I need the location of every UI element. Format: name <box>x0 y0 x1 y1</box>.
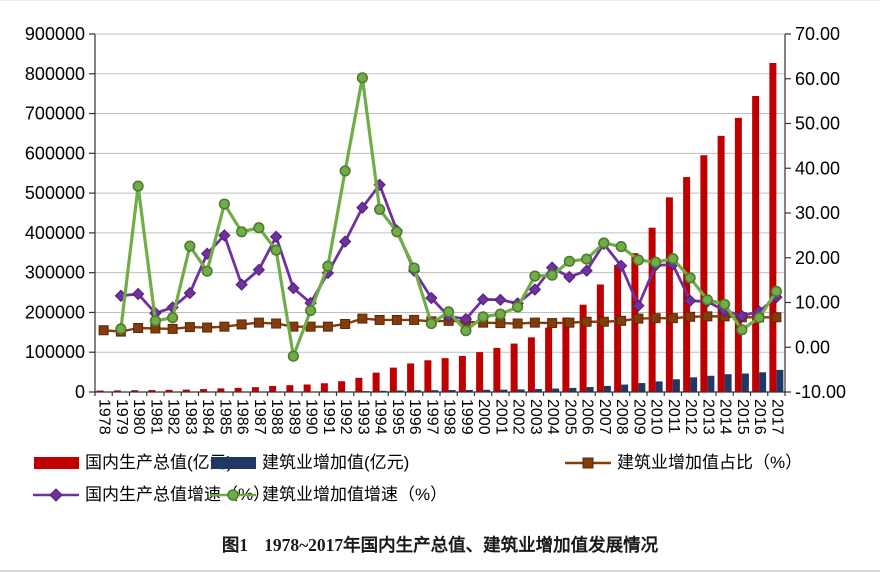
figure-caption: 图1 1978~2017年国内生产总值、建筑业增加值发展情况 <box>0 532 880 557</box>
svg-text:2006: 2006 <box>579 399 596 435</box>
svg-text:2010: 2010 <box>648 399 665 435</box>
svg-text:400000: 400000 <box>25 223 85 243</box>
svg-text:2009: 2009 <box>630 399 647 435</box>
svg-text:900000: 900000 <box>25 24 85 44</box>
svg-text:1979: 1979 <box>113 399 130 435</box>
legend-label-gdp: 国内生产总值(亿元) <box>85 453 233 472</box>
chart-legend: 国内生产总值(亿元) 建筑业增加值(亿元) 建筑业增加值占比（%） 国内生产总值… <box>0 1 880 504</box>
svg-text:1991: 1991 <box>320 399 337 435</box>
svg-text:1980: 1980 <box>130 399 147 435</box>
legend-item-construction-va: 建筑业增加值(亿元) <box>210 453 409 473</box>
svg-text:50.00: 50.00 <box>795 114 840 134</box>
svg-text:1990: 1990 <box>303 399 320 435</box>
svg-text:700000: 700000 <box>25 104 85 124</box>
legend-swatch-construction-growth-line <box>210 487 258 503</box>
x-axis-labels: 1978 1979 1980 1981 1982 1983 1984 1985 1986 1987… <box>96 399 786 435</box>
svg-text:1978: 1978 <box>96 399 113 435</box>
legend-label-construction-share: 建筑业增加值占比（%） <box>617 453 803 472</box>
svg-text:1998: 1998 <box>441 399 458 435</box>
svg-text:1999: 1999 <box>458 399 475 435</box>
svg-text:0: 0 <box>75 382 85 402</box>
svg-text:2002: 2002 <box>510 399 527 435</box>
legend-label-construction-growth: 建筑业增加值增速（%） <box>262 485 448 504</box>
svg-text:1985: 1985 <box>216 399 233 435</box>
svg-text:2003: 2003 <box>527 399 544 435</box>
line-series-1 <box>114 178 783 326</box>
svg-text:1981: 1981 <box>147 399 164 435</box>
svg-text:0.00: 0.00 <box>795 337 830 357</box>
legend-item-construction-growth: 建筑业增加值增速（%） <box>210 485 447 505</box>
svg-text:300000: 300000 <box>25 263 85 283</box>
axes <box>89 33 791 396</box>
svg-text:40.00: 40.00 <box>795 158 840 178</box>
svg-text:2014: 2014 <box>717 399 734 435</box>
chart-svg: 0 100000 200000 300000 400000 500000 600000 700… <box>25 24 846 435</box>
svg-text:1993: 1993 <box>354 399 371 435</box>
svg-text:10.00: 10.00 <box>795 293 840 313</box>
line-series-0 <box>98 311 782 337</box>
line-series-2 <box>115 72 782 362</box>
svg-text:2015: 2015 <box>734 399 751 435</box>
legend-item-construction-share: 建筑业增加值占比（%） <box>565 453 802 473</box>
bar-series <box>96 62 784 393</box>
svg-text:1989: 1989 <box>285 399 302 435</box>
svg-text:30.00: 30.00 <box>795 203 840 223</box>
legend-label-gdp-growth: 国内生产总值增速（%） <box>85 485 271 504</box>
svg-text:1997: 1997 <box>423 399 440 435</box>
svg-text:2000: 2000 <box>475 399 492 435</box>
legend-swatch-gdp-bar <box>33 455 81 471</box>
svg-text:2007: 2007 <box>596 399 613 435</box>
svg-text:1996: 1996 <box>406 399 423 435</box>
svg-text:2008: 2008 <box>613 399 630 435</box>
gridlines <box>95 33 785 353</box>
svg-text:2016: 2016 <box>751 399 768 435</box>
figure-caption-label: 图1 <box>221 535 249 555</box>
svg-text:2013: 2013 <box>699 399 716 435</box>
figure-caption-text: 1978~2017年国内生产总值、建筑业增加值发展情况 <box>264 535 659 555</box>
legend-label-construction-va: 建筑业增加值(亿元) <box>262 453 410 472</box>
svg-text:1982: 1982 <box>165 399 182 435</box>
svg-text:2011: 2011 <box>665 399 682 434</box>
svg-text:2017: 2017 <box>768 399 785 435</box>
svg-text:1995: 1995 <box>389 399 406 435</box>
axis-labels: 0 100000 200000 300000 400000 500000 600000 700… <box>25 24 846 402</box>
legend-item-gdp-growth: 国内生产总值增速（%） <box>33 485 270 505</box>
svg-text:1994: 1994 <box>372 399 389 435</box>
svg-text:2001: 2001 <box>492 399 509 435</box>
legend-swatch-gdp-growth-line <box>33 487 81 503</box>
svg-text:60.00: 60.00 <box>795 69 840 89</box>
svg-text:1987: 1987 <box>251 399 268 435</box>
svg-text:2012: 2012 <box>682 399 699 435</box>
svg-text:1983: 1983 <box>182 399 199 435</box>
legend-swatch-construction-bar <box>210 455 258 471</box>
legend-item-gdp: 国内生产总值(亿元) <box>33 453 232 473</box>
svg-text:600000: 600000 <box>25 143 85 163</box>
svg-text:20.00: 20.00 <box>795 248 840 268</box>
svg-text:500000: 500000 <box>25 183 85 203</box>
bars-0 <box>96 62 777 393</box>
svg-text:1988: 1988 <box>268 399 285 435</box>
svg-text:1984: 1984 <box>199 399 216 435</box>
legend-swatch-share-line <box>565 455 613 471</box>
svg-text:70.00: 70.00 <box>795 24 840 44</box>
svg-text:1992: 1992 <box>337 399 354 435</box>
svg-text:100000: 100000 <box>25 342 85 362</box>
svg-text:2005: 2005 <box>561 399 578 435</box>
svg-text:2004: 2004 <box>544 399 561 435</box>
svg-text:200000: 200000 <box>25 302 85 322</box>
svg-text:800000: 800000 <box>25 64 85 84</box>
svg-text:1986: 1986 <box>234 399 251 435</box>
svg-text:-10.00: -10.00 <box>795 382 846 402</box>
